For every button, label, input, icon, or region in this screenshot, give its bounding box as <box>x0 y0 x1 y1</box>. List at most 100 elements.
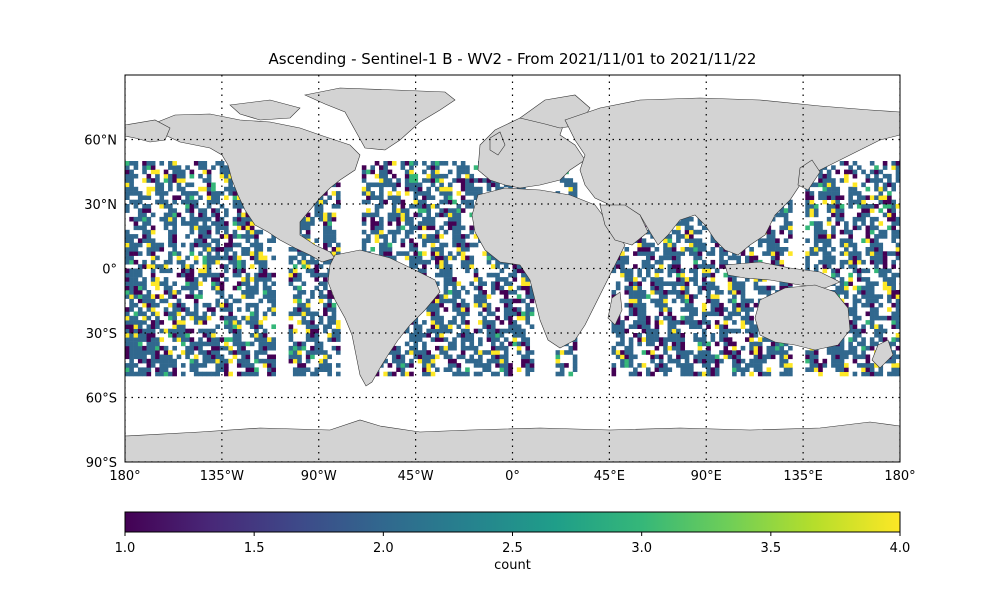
data-cell <box>732 341 737 347</box>
data-cell <box>736 307 741 312</box>
data-cell <box>689 234 694 239</box>
data-cell <box>465 255 470 261</box>
data-cell <box>262 311 268 317</box>
data-cell <box>848 320 853 325</box>
data-cell <box>701 302 707 308</box>
data-cell <box>271 290 276 295</box>
data-cell <box>706 324 711 329</box>
data-cell <box>163 290 169 295</box>
data-cell <box>783 225 789 231</box>
data-cell <box>379 221 384 226</box>
data-cell <box>486 272 492 278</box>
data-cell <box>443 285 449 291</box>
data-cell <box>650 277 655 282</box>
data-cell <box>271 281 276 286</box>
data-cell <box>620 337 625 342</box>
data-cell <box>874 324 879 329</box>
data-cell <box>215 229 221 235</box>
data-cell <box>137 285 143 291</box>
data-cell <box>856 328 862 334</box>
data-cell <box>503 290 509 295</box>
data-cell <box>172 315 177 321</box>
data-cell <box>142 212 147 218</box>
data-cell <box>856 298 862 304</box>
data-cell <box>133 315 139 321</box>
data-cell <box>684 363 690 368</box>
data-cell <box>142 221 147 226</box>
data-cell <box>512 337 518 342</box>
data-cell <box>215 208 221 213</box>
data-cell <box>323 311 328 317</box>
data-cell <box>172 328 177 334</box>
data-cell <box>663 371 668 377</box>
data-cell <box>482 298 487 304</box>
data-cell <box>435 259 440 265</box>
data-cell <box>891 229 896 235</box>
data-cell <box>663 363 668 368</box>
data-cell <box>245 247 251 252</box>
data-cell <box>163 281 169 286</box>
data-cell <box>628 324 634 329</box>
data-cell <box>783 212 789 218</box>
data-cell <box>478 320 483 325</box>
data-cell <box>297 251 302 256</box>
data-cell <box>658 290 664 295</box>
data-cell <box>469 191 475 196</box>
data-cell <box>809 251 815 256</box>
data-cell <box>740 315 746 321</box>
data-cell <box>844 285 849 291</box>
data-cell <box>189 272 195 278</box>
data-cell <box>150 354 156 360</box>
data-cell <box>417 251 423 256</box>
data-cell <box>254 358 259 364</box>
data-cell <box>856 363 862 368</box>
data-cell <box>882 315 888 321</box>
data-cell <box>822 358 828 364</box>
data-cell <box>245 354 251 360</box>
data-cell <box>891 358 896 364</box>
data-cell <box>490 341 496 347</box>
data-cell <box>314 212 320 218</box>
data-cell <box>495 285 500 291</box>
data-cell <box>435 264 440 269</box>
data-cell <box>447 216 453 222</box>
data-cell <box>155 242 160 248</box>
data-cell <box>701 259 707 265</box>
data-cell <box>215 285 221 291</box>
data-cell <box>404 341 410 347</box>
data-cell <box>219 247 225 252</box>
data-cell <box>439 298 444 304</box>
data-cell <box>456 216 462 222</box>
data-cell <box>305 259 311 265</box>
data-cell <box>624 277 630 282</box>
data-cell <box>435 311 440 317</box>
data-cell <box>525 311 531 317</box>
data-cell <box>848 251 853 256</box>
data-cell <box>456 165 462 170</box>
data-cell <box>249 225 255 231</box>
data-cell <box>125 285 130 291</box>
data-cell <box>641 242 647 248</box>
data-cell <box>146 191 152 196</box>
data-cell <box>301 290 307 295</box>
data-cell <box>740 302 746 308</box>
data-cell <box>658 294 664 299</box>
data-cell <box>465 268 470 274</box>
data-cell <box>753 350 759 355</box>
data-cell <box>396 251 401 256</box>
data-cell <box>641 337 647 342</box>
data-cell <box>125 307 130 312</box>
data-cell <box>439 350 444 355</box>
data-cell <box>318 320 324 325</box>
data-cell <box>180 328 186 334</box>
lon-tick-label: 180° <box>109 469 140 484</box>
data-cell <box>413 259 419 265</box>
data-cell <box>813 367 819 372</box>
data-cell <box>189 173 195 179</box>
data-cell <box>839 216 845 222</box>
data-cell <box>206 333 212 338</box>
data-cell <box>202 178 208 183</box>
data-cell <box>435 367 440 372</box>
data-cell <box>822 199 828 205</box>
data-cell <box>680 294 686 299</box>
